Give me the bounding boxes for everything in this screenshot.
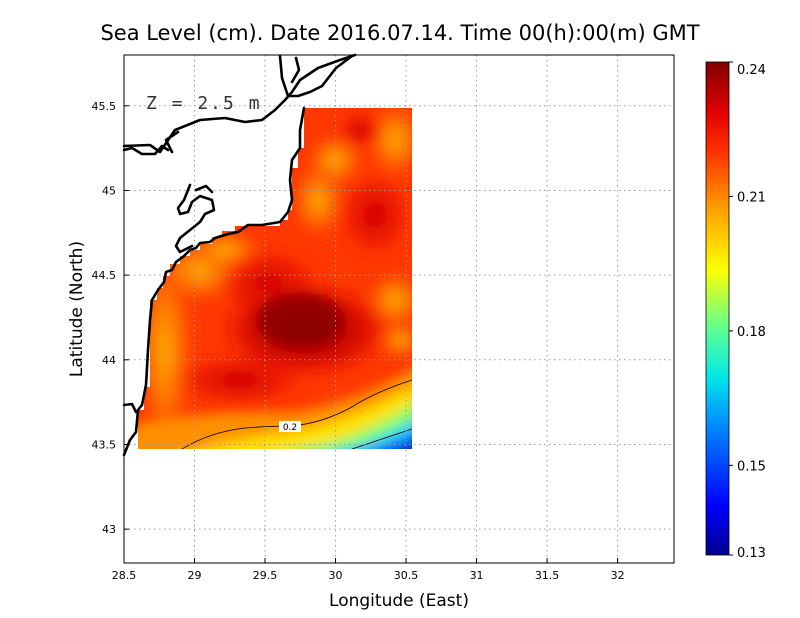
x-tick-label: 32 <box>611 569 625 582</box>
colorbar-tick-label: 0.18 <box>737 325 766 340</box>
x-tick-label: 31 <box>470 569 484 582</box>
coastline <box>122 53 357 457</box>
colorbar-tick-label: 0.24 <box>737 63 766 78</box>
chart-title: Sea Level (cm). Date 2016.07.14. Time 00… <box>100 21 699 45</box>
x-axis-label: Longitude (East) <box>329 591 469 611</box>
grid-lines <box>124 55 674 563</box>
depth-annotation: Z = 2.5 m <box>146 93 262 114</box>
colorbar-tick-label: 0.21 <box>737 190 766 205</box>
contour-label-bg <box>279 421 301 432</box>
y-axis: 43 43.5 44 44.5 45 45.5 <box>92 100 129 536</box>
contour-line-0-13 <box>351 428 412 449</box>
sea-level-field <box>138 108 412 449</box>
y-tick-label: 43 <box>102 523 116 536</box>
y-axis-label: Latitude (North) <box>67 241 87 377</box>
x-tick-label: 29.5 <box>253 569 278 582</box>
y-tick-label: 43.5 <box>92 438 117 451</box>
y-tick-label: 44.5 <box>92 269 117 282</box>
colorbar-tick-label: 0.15 <box>737 459 766 474</box>
x-tick-label: 29 <box>188 569 202 582</box>
plot-frame <box>123 54 675 564</box>
y-tick-label: 44 <box>102 354 116 367</box>
contour-label: 0.2 <box>283 423 297 433</box>
colorbar-gradient <box>706 62 729 555</box>
y-tick-label: 45 <box>102 184 116 197</box>
x-tick-label: 28.5 <box>112 569 137 582</box>
colorbar-tick-label: 0.13 <box>737 546 766 561</box>
x-tick-label: 30.5 <box>394 569 419 582</box>
colorbar: 0.24 0.21 0.18 0.15 0.13 <box>705 61 766 561</box>
x-tick-label: 31.5 <box>535 569 560 582</box>
x-axis: 28.5 29 29.5 30 30.5 31 31.5 32 <box>112 558 625 582</box>
y-tick-label: 45.5 <box>92 100 117 113</box>
x-tick-label: 30 <box>329 569 343 582</box>
